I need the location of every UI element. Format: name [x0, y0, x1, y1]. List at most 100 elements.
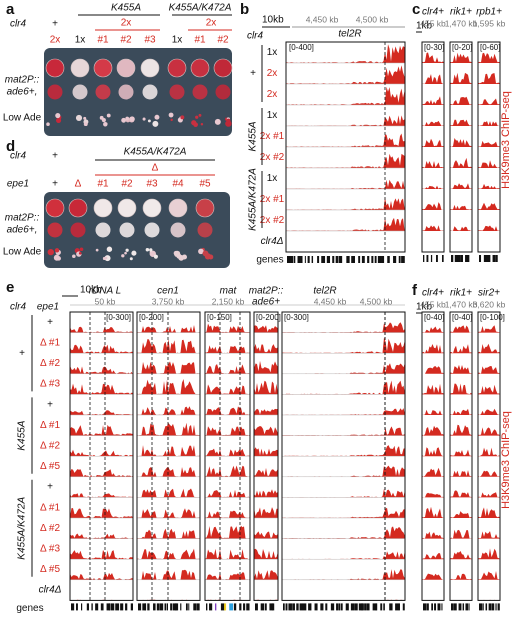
colony-spot — [119, 222, 135, 238]
label: [0-400] — [289, 43, 314, 52]
colony-spot — [121, 117, 127, 123]
signal-track — [70, 549, 133, 560]
gene — [166, 603, 169, 611]
colony-spot — [169, 84, 185, 100]
colony-spot — [116, 58, 136, 78]
colony-spot — [152, 120, 159, 127]
gene — [358, 256, 361, 263]
gene — [120, 603, 124, 611]
label: 3,750 kb — [152, 296, 185, 306]
locus-label: cen1 — [157, 286, 179, 297]
signal-track — [282, 550, 405, 560]
track-box — [69, 311, 134, 601]
lane-label: #3 — [144, 35, 156, 46]
signal-track — [254, 343, 278, 354]
signal-track — [422, 185, 444, 189]
signal-track — [422, 447, 444, 457]
gene — [220, 603, 225, 611]
row-label: + — [47, 482, 53, 493]
signal-track — [286, 44, 405, 63]
gene — [293, 256, 296, 263]
gene — [482, 603, 484, 611]
signal-track — [450, 157, 472, 168]
gene — [175, 603, 179, 611]
gene — [125, 603, 128, 611]
signal-track — [478, 52, 500, 63]
signal-track — [422, 492, 444, 498]
signal-track — [450, 551, 472, 560]
colony-spot — [72, 84, 88, 100]
gene — [375, 603, 378, 611]
label: rpb1+ — [476, 7, 502, 18]
row-label: clr4Δ — [261, 236, 284, 247]
colony-spot — [93, 58, 113, 78]
gene — [479, 603, 483, 611]
colony-spot — [213, 58, 233, 78]
signal-track — [282, 507, 405, 518]
gene — [229, 603, 234, 611]
colony-spot — [142, 198, 162, 218]
label: 2x — [206, 18, 217, 29]
gene — [314, 603, 318, 611]
gene — [451, 603, 454, 611]
lane-label: Δ — [75, 179, 82, 190]
lane-label: #2 — [217, 35, 229, 46]
signal-track — [286, 179, 405, 189]
gene — [497, 603, 500, 611]
row-label: 1x — [267, 173, 278, 184]
gene — [340, 256, 343, 263]
colony-spot — [190, 58, 210, 78]
colony-spot — [145, 248, 150, 252]
gene — [246, 603, 250, 611]
gene — [255, 603, 258, 611]
signal-track — [450, 424, 472, 436]
label: [0-40] — [452, 313, 472, 322]
lane-label: + — [52, 179, 58, 190]
label: 2x — [121, 18, 132, 29]
signal-track — [137, 422, 200, 436]
gene — [289, 256, 294, 263]
gene — [283, 603, 285, 611]
gene — [423, 255, 425, 262]
gene — [271, 603, 275, 611]
colony-spot — [154, 114, 160, 120]
label: clr4 — [10, 151, 27, 162]
track-box — [281, 311, 406, 601]
colony-spot — [202, 250, 209, 257]
gene — [436, 255, 438, 262]
label: 2,150 kb — [212, 296, 245, 306]
gene — [75, 603, 78, 611]
signal-track — [282, 488, 405, 498]
gene — [308, 603, 312, 611]
colony-spot — [54, 248, 60, 253]
gene — [317, 256, 320, 263]
gene — [224, 603, 227, 611]
signal-track — [478, 384, 500, 395]
label: 10kb — [80, 285, 102, 296]
signal-track — [70, 410, 133, 415]
lane-label: #2 — [121, 179, 133, 190]
locus-label: rDNA L — [89, 286, 121, 297]
signal-track — [422, 120, 444, 126]
gene — [402, 603, 405, 611]
signal-track — [422, 531, 444, 539]
colony-spot — [121, 254, 125, 258]
locus-label: tel2R — [313, 286, 336, 297]
gene — [380, 603, 383, 611]
signal-track — [205, 426, 250, 436]
range-label: [0-200] — [256, 313, 281, 322]
signal-track — [478, 225, 500, 231]
gene — [366, 603, 370, 611]
gene — [269, 603, 273, 611]
gene — [454, 255, 458, 262]
colony-spot — [106, 113, 111, 118]
signal-track — [478, 343, 500, 354]
colony-spot — [168, 198, 188, 218]
gene — [426, 603, 429, 611]
gene — [147, 603, 150, 611]
gene — [457, 255, 461, 262]
gene — [338, 603, 341, 611]
label: 1kb — [416, 21, 433, 32]
signal-track — [205, 572, 250, 580]
signal-track — [422, 467, 444, 477]
